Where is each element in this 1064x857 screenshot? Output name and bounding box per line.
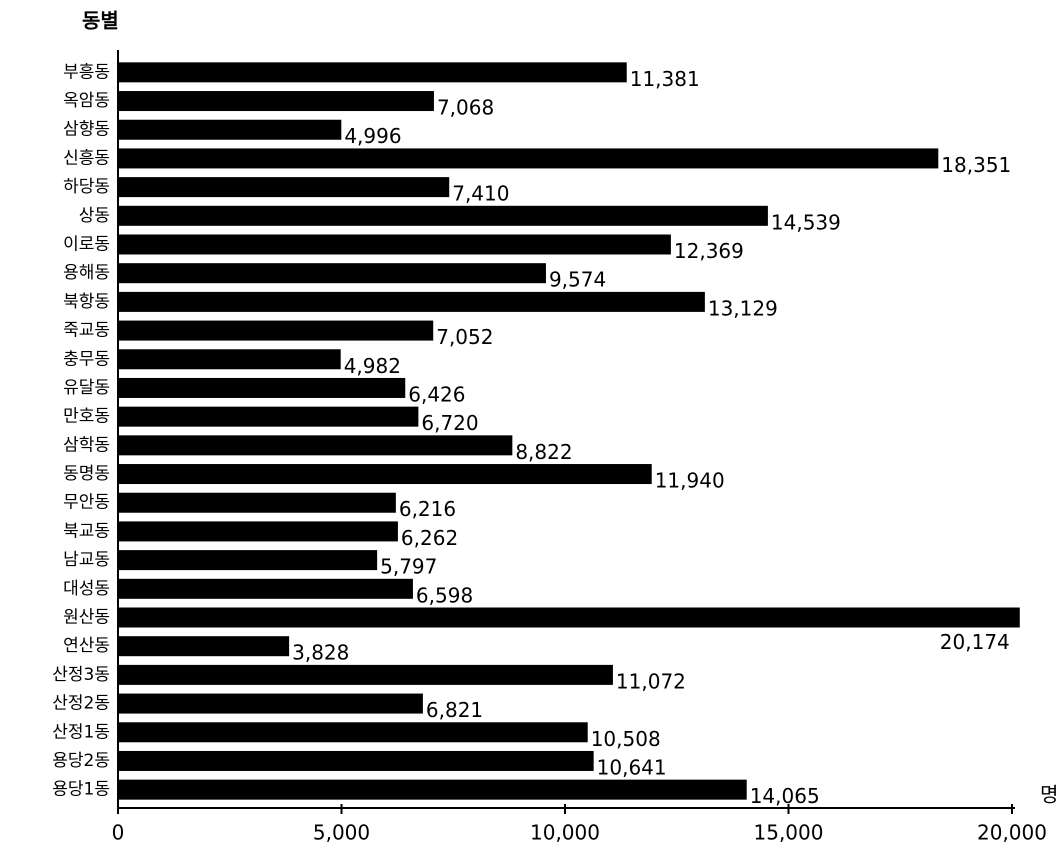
value-label: 6,598 xyxy=(416,583,473,607)
bar xyxy=(118,91,434,112)
bar xyxy=(118,722,588,743)
value-label: 6,426 xyxy=(408,382,465,406)
bar xyxy=(118,779,747,800)
bar xyxy=(118,521,398,542)
bar xyxy=(118,177,450,198)
y-tick-label: 삼학동 xyxy=(63,435,110,455)
y-tick-label: 이로동 xyxy=(63,235,110,255)
y-tick-label: 유달동 xyxy=(63,378,110,398)
x-tick-label: 15,000 xyxy=(754,821,824,845)
chart-title: 동별 xyxy=(82,9,119,33)
y-tick-label: 원산동 xyxy=(63,608,110,628)
value-label: 12,369 xyxy=(674,239,744,263)
value-label: 6,720 xyxy=(421,411,478,435)
value-label: 9,574 xyxy=(549,268,606,292)
value-label: 14,539 xyxy=(771,210,841,234)
bar xyxy=(118,607,1020,628)
bar xyxy=(118,750,594,771)
bar xyxy=(118,62,627,83)
bar xyxy=(118,435,513,456)
y-tick-label: 산정2동 xyxy=(52,694,110,714)
value-label: 10,641 xyxy=(597,755,667,779)
y-tick-label: 부흥동 xyxy=(63,62,110,82)
value-label: 5,797 xyxy=(380,555,437,579)
bar xyxy=(118,492,396,513)
y-tick-label: 만호동 xyxy=(63,407,110,427)
value-label: 20,174 xyxy=(940,630,1010,654)
x-tick-label: 20,000 xyxy=(977,821,1047,845)
y-tick-label: 신흥동 xyxy=(63,148,110,168)
value-label: 11,940 xyxy=(655,469,725,493)
y-tick-label: 북교동 xyxy=(63,521,110,541)
bar xyxy=(118,205,768,226)
y-tick-label: 용해동 xyxy=(63,263,110,283)
y-tick-label: 용당2동 xyxy=(52,751,110,771)
y-tick-label: 삼향동 xyxy=(63,120,110,140)
bar xyxy=(118,636,290,657)
value-label: 13,129 xyxy=(708,296,778,320)
value-label: 11,381 xyxy=(630,67,700,91)
value-label: 7,052 xyxy=(436,325,493,349)
y-tick-label: 무안동 xyxy=(63,493,110,513)
value-label: 6,262 xyxy=(401,526,458,550)
y-tick-label: 연산동 xyxy=(63,636,110,656)
value-label: 6,216 xyxy=(399,497,456,521)
bar xyxy=(118,693,423,714)
bar xyxy=(118,464,652,485)
value-label: 6,821 xyxy=(426,698,483,722)
bar xyxy=(118,349,341,370)
y-tick-label: 상동 xyxy=(79,206,110,226)
y-tick-label: 죽교동 xyxy=(63,321,110,341)
value-label: 11,072 xyxy=(616,669,686,693)
bar xyxy=(118,550,378,571)
y-tick-label: 충무동 xyxy=(63,349,110,369)
value-label: 14,065 xyxy=(750,784,820,808)
y-tick-label: 북항동 xyxy=(63,292,110,312)
value-label: 7,068 xyxy=(437,96,494,120)
y-tick-label: 동명동 xyxy=(63,464,110,484)
bar xyxy=(118,578,413,599)
bar xyxy=(118,406,419,427)
y-tick-label: 남교동 xyxy=(63,550,110,570)
value-label: 4,996 xyxy=(344,124,401,148)
y-tick-label: 대성동 xyxy=(63,579,110,599)
value-label: 4,982 xyxy=(344,354,401,378)
bar xyxy=(118,377,406,398)
value-label: 10,508 xyxy=(591,727,661,751)
y-tick-label: 산정3동 xyxy=(52,665,110,685)
x-tick-label: 10,000 xyxy=(530,821,600,845)
y-tick-label: 산정1동 xyxy=(52,722,110,742)
x-axis-label: 명 xyxy=(1040,783,1058,807)
x-tick-label: 5,000 xyxy=(313,821,370,845)
value-label: 18,351 xyxy=(941,153,1011,177)
y-tick-label: 하당동 xyxy=(63,177,110,197)
x-tick-label: 0 xyxy=(112,821,125,845)
y-tick-label: 용당1동 xyxy=(52,780,110,800)
bar xyxy=(118,119,342,140)
bar xyxy=(118,664,613,685)
bar xyxy=(118,234,671,255)
bar xyxy=(118,320,434,341)
y-tick-label: 옥암동 xyxy=(63,91,110,111)
value-label: 8,822 xyxy=(515,440,572,464)
bar xyxy=(118,263,546,284)
bar xyxy=(118,291,705,312)
value-label: 3,828 xyxy=(292,641,349,665)
bar xyxy=(118,148,939,169)
value-label: 7,410 xyxy=(452,182,509,206)
